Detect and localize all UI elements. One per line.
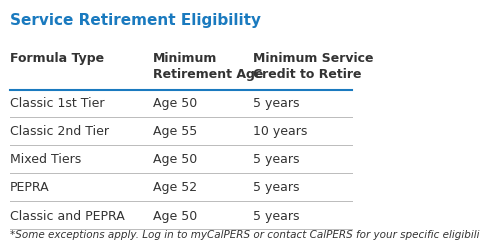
Text: *Some exceptions apply. Log in to myCalPERS or contact CalPERS for your specific: *Some exceptions apply. Log in to myCalP… — [10, 229, 480, 239]
Text: Classic 1st Tier: Classic 1st Tier — [10, 97, 105, 109]
Text: Age 50: Age 50 — [153, 209, 197, 222]
Text: Classic 2nd Tier: Classic 2nd Tier — [10, 124, 109, 138]
Text: 5 years: 5 years — [252, 209, 299, 222]
Text: Age 50: Age 50 — [153, 153, 197, 166]
Text: Age 52: Age 52 — [153, 181, 197, 194]
Text: 5 years: 5 years — [252, 153, 299, 166]
Text: 5 years: 5 years — [252, 97, 299, 109]
Text: Classic and PEPRA: Classic and PEPRA — [10, 209, 125, 222]
Text: Age 55: Age 55 — [153, 124, 197, 138]
Text: Service Retirement Eligibility: Service Retirement Eligibility — [10, 13, 261, 27]
Text: PEPRA: PEPRA — [10, 181, 49, 194]
Text: 5 years: 5 years — [252, 181, 299, 194]
Text: Formula Type: Formula Type — [10, 52, 104, 65]
Text: Age 50: Age 50 — [153, 97, 197, 109]
Text: Minimum
Retirement Age: Minimum Retirement Age — [153, 52, 263, 81]
Text: 10 years: 10 years — [252, 124, 307, 138]
Text: Mixed Tiers: Mixed Tiers — [10, 153, 81, 166]
Text: Minimum Service
Credit to Retire: Minimum Service Credit to Retire — [252, 52, 373, 81]
